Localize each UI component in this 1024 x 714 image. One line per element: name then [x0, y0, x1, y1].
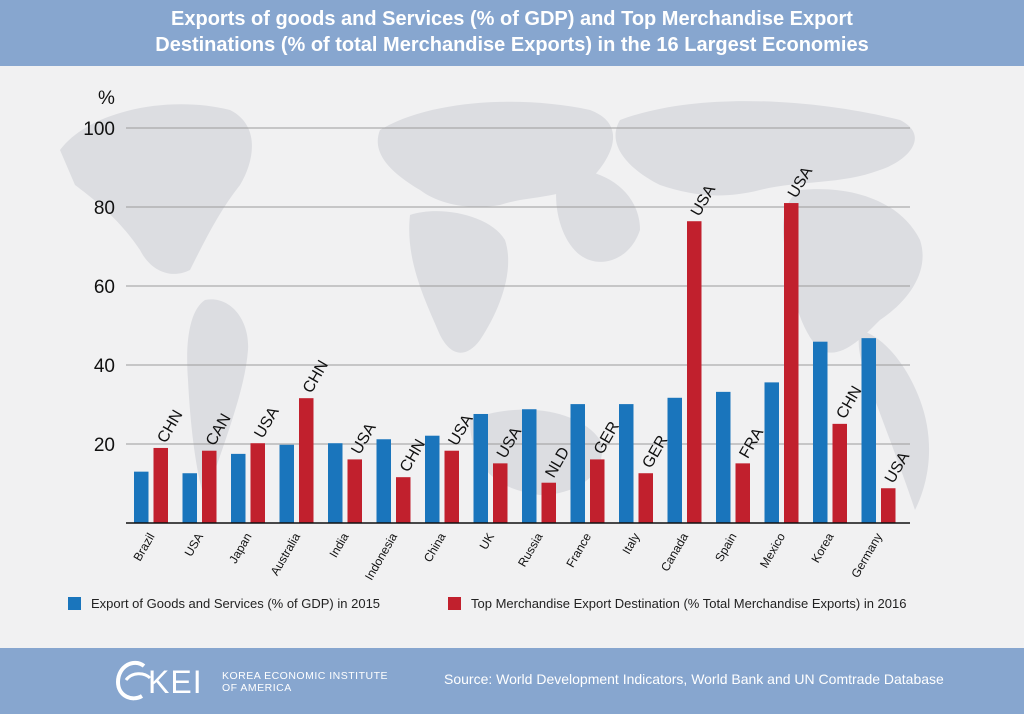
legend-swatch-blue — [68, 597, 81, 610]
x-tick-label-canada: Canada — [658, 530, 691, 574]
bar-top-destination-italy — [638, 473, 653, 523]
x-tick-label-uk: UK — [477, 531, 497, 552]
bar-top-destination-spain — [735, 463, 750, 523]
kei-logo-text: KEI — [148, 664, 203, 700]
bar-top-destination-usa — [202, 450, 217, 523]
bar-exports-gdp-indonesia — [376, 439, 391, 523]
bar-top-destination-australia — [299, 398, 314, 523]
legend-item-top-destination: Top Merchandise Export Destination (% To… — [448, 596, 906, 611]
x-tick-label-japan: Japan — [226, 531, 254, 566]
bar-label-indonesia: CHN — [397, 437, 429, 476]
bar-exports-gdp-japan — [231, 453, 246, 523]
bar-label-brazil: CHN — [154, 407, 186, 446]
header-bar: Exports of goods and Services (% of GDP)… — [0, 0, 1024, 66]
bar-exports-gdp-mexico — [764, 382, 779, 523]
chart-title: Exports of goods and Services (% of GDP)… — [40, 6, 984, 58]
bar-top-destination-india — [347, 459, 362, 523]
bar-exports-gdp-china — [425, 435, 440, 523]
x-tick-label-italy: Italy — [619, 531, 642, 557]
bar-top-destination-france — [590, 459, 605, 523]
bars-group — [134, 203, 896, 524]
bar-exports-gdp-russia — [522, 409, 537, 523]
bar-exports-gdp-brazil — [134, 471, 149, 523]
bar-exports-gdp-india — [328, 443, 343, 523]
x-tick-label-russia: Russia — [515, 530, 546, 569]
x-tick-label-mexico: Mexico — [757, 530, 788, 570]
bar-exports-gdp-korea — [813, 341, 828, 523]
x-tick-label-usa: USA — [182, 531, 206, 559]
footer-bar: KEI KOREA ECONOMIC INSTITUTE OF AMERICA … — [0, 648, 1024, 714]
legend-label-top-destination: Top Merchandise Export Destination (% To… — [471, 596, 907, 611]
bar-exports-gdp-france — [570, 404, 585, 523]
bar-top-destination-russia — [541, 482, 556, 523]
legend-label-exports-gdp: Export of Goods and Services (% of GDP) … — [91, 596, 381, 611]
bar-label-spain: FRA — [736, 425, 767, 461]
bar-exports-gdp-spain — [716, 391, 731, 523]
bar-top-destination-canada — [687, 221, 702, 523]
bar-top-destination-indonesia — [396, 477, 411, 523]
kei-logo-subtitle-line2: OF AMERICA — [222, 682, 292, 694]
x-tick-label-spain: Spain — [712, 531, 739, 565]
x-tick-label-germany: Germany — [848, 531, 885, 581]
grid-lines — [126, 127, 910, 445]
bar-label-italy: GER — [639, 433, 671, 472]
kei-logo-icon — [115, 660, 152, 701]
bar-top-destination-germany — [881, 488, 896, 523]
y-tick-label-60: 60 — [94, 277, 115, 298]
x-tick-label-france: France — [563, 530, 594, 570]
bar-label-korea: CHN — [833, 383, 865, 422]
legend-item-exports-gdp: Export of Goods and Services (% of GDP) … — [68, 596, 380, 611]
bar-exports-gdp-australia — [279, 444, 294, 523]
bar-top-destination-brazil — [153, 447, 168, 523]
bar-exports-gdp-italy — [619, 404, 634, 523]
bar-top-destination-china — [444, 450, 459, 523]
legend: Export of Goods and Services (% of GDP) … — [0, 596, 1024, 620]
title-line-2: Destinations (% of total Merchandise Exp… — [155, 34, 869, 56]
legend-swatch-red — [448, 597, 461, 610]
x-tick-label-indonesia: Indonesia — [362, 530, 400, 582]
bar-label-australia: CHN — [300, 358, 332, 397]
x-axis-labels: Brazil USA Japan Australia India Indonesia Chi… — [130, 530, 885, 582]
kei-logo-subtitle-line1: KOREA ECONOMIC INSTITUTE — [222, 670, 389, 682]
bar-exports-gdp-canada — [667, 397, 682, 523]
bar-exports-gdp-usa — [182, 473, 197, 523]
title-line-1: Exports of goods and Services (% of GDP)… — [171, 8, 853, 30]
y-tick-label-40: 40 — [94, 356, 115, 377]
bar-top-destination-korea — [832, 423, 847, 523]
x-tick-label-australia: Australia — [268, 530, 304, 578]
world-map-background — [60, 101, 930, 510]
bar-top-destination-uk — [493, 463, 508, 523]
bar-label-japan: USA — [251, 404, 282, 441]
bar-top-destination-japan — [250, 443, 265, 523]
x-tick-label-brazil: Brazil — [130, 531, 157, 564]
x-tick-label-korea: Korea — [808, 530, 836, 565]
x-tick-label-india: India — [326, 530, 351, 560]
y-tick-label-100: 100 — [83, 119, 115, 140]
y-axis-unit: % — [98, 88, 115, 109]
bar-exports-gdp-uk — [473, 413, 488, 523]
y-tick-label-80: 80 — [94, 198, 115, 219]
y-tick-label-20: 20 — [94, 435, 115, 456]
bar-label-india: USA — [348, 420, 379, 457]
y-axis-labels: 20 40 60 80 100 — [83, 119, 115, 456]
x-tick-label-china: China — [421, 530, 449, 564]
kei-logo-subtitle: KOREA ECONOMIC INSTITUTE OF AMERICA — [222, 670, 388, 694]
bar-top-destination-mexico — [784, 203, 799, 524]
bar-exports-gdp-germany — [861, 338, 876, 523]
source-note: Source: World Development Indicators, Wo… — [444, 671, 944, 687]
